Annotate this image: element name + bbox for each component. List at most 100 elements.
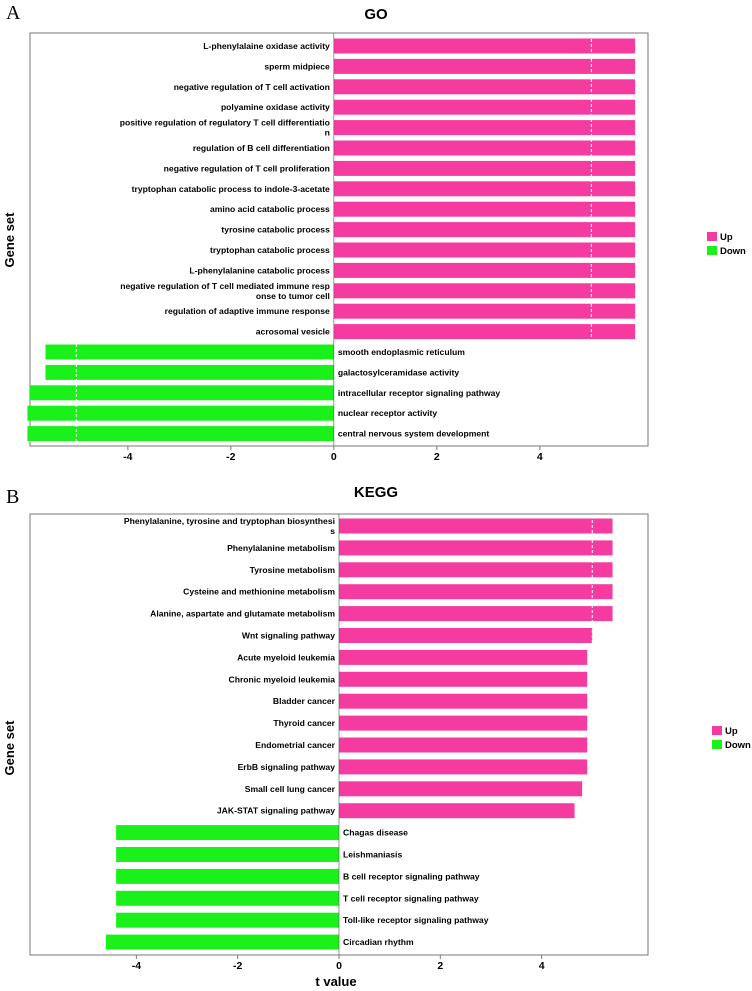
go-bar-label: negative regulation of T cell mediated i… <box>120 281 330 301</box>
go-bar <box>30 385 334 401</box>
kegg-x-tick-label: 4 <box>539 960 545 972</box>
go-bar-label: smooth endoplasmic reticulum <box>338 347 465 357</box>
go-bar <box>333 201 636 217</box>
kegg-bar <box>116 890 340 906</box>
kegg-bar-label: Acute myeloid leukemia <box>237 652 335 662</box>
go-bar-label: central nervous system development <box>338 429 490 439</box>
kegg-bar-label: Chronic myeloid leukemia <box>229 674 336 684</box>
kegg-bar-label: Endometrial cancer <box>255 740 335 750</box>
kegg-bar-label: Alanine, aspartate and glutamate metabol… <box>150 609 335 619</box>
go-bar-label: tryptophan catabolic process to indole-3… <box>132 184 330 194</box>
go-bar <box>333 303 636 319</box>
kegg-bar <box>339 759 588 775</box>
go-bar <box>333 262 636 278</box>
go-bar <box>333 242 636 258</box>
kegg-bar-label: Phenylalanine metabolism <box>227 543 335 553</box>
go-bar-label: tryptophan catabolic process <box>210 245 330 255</box>
kegg-bar <box>339 562 613 578</box>
go-legend-down-swatch <box>707 246 717 255</box>
go-x-tick-label: -4 <box>123 451 132 463</box>
go-bar-label: galactosylceramidase activity <box>338 367 460 377</box>
go-bar-label: amino acid catabolic process <box>210 204 330 214</box>
go-legend-up-label: Up <box>720 232 733 243</box>
kegg-bar-label: Thyroid cancer <box>273 718 335 728</box>
go-bar-label: L-phenylalanine catabolic process <box>189 265 330 275</box>
go-bar-label: negative regulation of T cell activation <box>174 82 330 92</box>
go-bar <box>333 38 636 54</box>
go-bar <box>333 79 636 95</box>
go-bar-label: polyamine oxidase activity <box>221 102 330 112</box>
kegg-bar <box>339 606 613 622</box>
kegg-plot: Phenylalanine, tyrosine and tryptophan b… <box>29 513 649 972</box>
kegg-bar-label: Leishmaniasis <box>343 850 402 860</box>
kegg-bar <box>105 934 339 950</box>
go-bar-label: negative regulation of T cell proliferat… <box>164 163 330 173</box>
kegg-x-tick-label: 0 <box>336 960 342 972</box>
kegg-bar-label: Cysteine and methionine metabolism <box>183 587 335 597</box>
kegg-legend-down-swatch <box>712 740 722 749</box>
kegg-bar-label: Circadian rhythm <box>343 937 414 947</box>
kegg-bar-label: B cell receptor signaling pathway <box>343 871 480 881</box>
kegg-bar-label: T cell receptor signaling pathway <box>343 893 479 903</box>
kegg-bar <box>339 737 588 753</box>
go-x-tick-label: 0 <box>331 451 337 463</box>
go-bar <box>333 181 636 197</box>
go-bar <box>45 344 334 360</box>
kegg-bar <box>339 693 588 709</box>
kegg-bar <box>116 825 340 841</box>
go-chart-title: GO <box>364 6 388 23</box>
go-plot-frame <box>29 32 649 447</box>
kegg-bar-label: Tyrosine metabolism <box>250 565 336 575</box>
go-x-tick-label: 2 <box>434 451 440 463</box>
kegg-x-axis-title: t value <box>315 974 356 989</box>
kegg-bar <box>339 518 613 534</box>
go-bar-label: sperm midpiece <box>264 61 330 71</box>
kegg-bar <box>339 628 593 643</box>
kegg-bar-label: Toll-like receptor signaling pathway <box>343 915 489 925</box>
go-bar-label: acrosomal vesicle <box>256 327 330 337</box>
go-bar <box>333 324 636 340</box>
kegg-bar <box>339 649 588 665</box>
kegg-legend-up-label: Up <box>725 726 738 737</box>
go-bar-label: intracellular receptor signaling pathway <box>338 388 501 398</box>
go-bar <box>333 99 636 115</box>
kegg-x-tick-label: -2 <box>233 960 242 972</box>
kegg-bar <box>339 584 613 600</box>
kegg-bar-label: Small cell lung cancer <box>245 784 336 794</box>
go-bar <box>27 405 334 421</box>
kegg-bar-label: Wnt signaling pathway <box>242 631 335 641</box>
go-bar <box>333 120 636 136</box>
kegg-x-tick-label: 2 <box>437 960 443 972</box>
go-legend-up-swatch <box>707 232 717 241</box>
chart-layer: L-phenylalaine oxidase activity sperm mid… <box>27 32 649 972</box>
go-bar <box>333 222 636 238</box>
go-bar <box>27 426 334 442</box>
kegg-bar <box>339 540 613 556</box>
kegg-bar-label: Phenylalanine, tyrosine and tryptophan b… <box>124 516 335 536</box>
kegg-bar <box>339 803 575 819</box>
go-bar <box>45 364 334 380</box>
go-bar-label: regulation of B cell differentiation <box>193 143 330 153</box>
go-bar-label: tyrosine catabolic process <box>221 225 330 235</box>
kegg-bar <box>339 715 588 731</box>
go-bar <box>333 160 636 176</box>
go-bar-label: positive regulation of regulatory T cell… <box>120 118 330 138</box>
go-y-axis-title: Gene set <box>2 212 17 268</box>
kegg-bar <box>116 847 340 862</box>
kegg-chart-title: KEGG <box>354 484 398 501</box>
kegg-legend-down-label: Down <box>725 740 751 751</box>
kegg-bar <box>116 868 340 884</box>
kegg-bar-label: JAK-STAT signaling pathway <box>217 806 335 816</box>
kegg-bar-label: Bladder cancer <box>273 696 336 706</box>
go-legend-down-label: Down <box>720 246 746 257</box>
go-bar <box>333 283 636 299</box>
panel-letter-a: A <box>6 2 21 24</box>
go-x-tick-label: 4 <box>537 451 543 463</box>
kegg-bar-label: Chagas disease <box>343 828 408 838</box>
kegg-bar <box>116 912 340 928</box>
go-bar-label: regulation of adaptive immune response <box>165 306 330 316</box>
kegg-x-tick-label: -4 <box>132 960 141 972</box>
go-plot: L-phenylalaine oxidase activity sperm mid… <box>27 32 649 463</box>
kegg-bar <box>339 781 583 797</box>
